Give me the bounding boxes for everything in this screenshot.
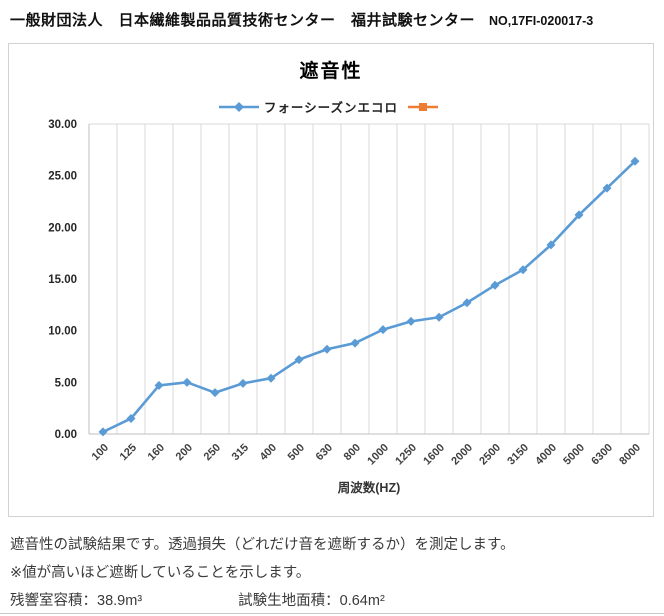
data-point-diamond-marker [602,183,612,193]
chart-legend: フォーシーズンエコロ [9,97,653,116]
report-number: NO,17FI-020017-3 [489,14,594,28]
data-point-diamond-marker [490,280,500,290]
svg-text:5.00: 5.00 [55,377,77,389]
data-point-diamond-marker [406,316,416,326]
svg-text:2000: 2000 [449,442,475,468]
data-point-diamond-marker [462,298,472,308]
x-axis-tick-labels: 100 125 160 200 250 315 400 500 630 800 1000 1250 16… [90,442,643,468]
note-description: 遮音性の試験結果です。透過損失（どれだけ音を遮断するか）を測定します。 [10,537,515,553]
svg-text:4000: 4000 [533,442,559,468]
svg-text:250: 250 [202,442,223,463]
data-point-diamond-marker [518,265,528,275]
line-diamond-marker-icon [218,101,259,112]
svg-text:5000: 5000 [561,442,587,468]
test-fabric-area: 試験生地面積：0.64m² [238,593,385,609]
data-point-diamond-marker [322,344,332,354]
legend-series1-label: フォーシーズンエコロ [263,101,399,115]
legend-item-series1: フォーシーズンエコロ [218,97,399,116]
legend-item-series2 [408,101,443,113]
svg-text:2500: 2500 [477,442,503,468]
svg-text:6300: 6300 [589,442,615,468]
data-point-diamond-marker [294,355,304,365]
note-interpretation: ※値が高いほど遮断していることを示します。 [10,565,311,581]
svg-text:160: 160 [146,442,167,463]
report-header: 一般財団法人 日本繊維製品品質技術センター 福井試験センター NO,17FI-0… [10,9,658,30]
test-conditions-row: 残響室容積：38.9m³ 試験生地面積：0.64m² [10,587,658,615]
svg-text:3150: 3150 [505,442,531,468]
data-point-diamond-marker [210,388,220,398]
data-point-diamond-marker [182,377,192,387]
svg-text:1250: 1250 [393,442,419,468]
x-axis-title: 周波数(HZ) [338,480,401,495]
organization-name: 一般財団法人 日本繊維製品品質技術センター 福井試験センター [10,12,476,29]
svg-text:125: 125 [118,442,139,463]
data-point-diamond-marker [154,380,164,390]
svg-text:1600: 1600 [421,442,447,468]
data-point-diamond-marker [350,338,360,348]
svg-text:400: 400 [258,442,279,463]
svg-text:800: 800 [342,442,363,463]
line-square-marker-icon [408,102,439,111]
chart-title: 遮音性 [299,61,363,82]
data-point-diamond-marker [126,414,136,423]
axis-lines [88,124,649,435]
reverberation-room-volume: 残響室容積：38.9m³ [10,593,143,609]
svg-text:0.00: 0.00 [55,429,77,441]
svg-text:25.00: 25.00 [48,171,77,183]
svg-text:10.00: 10.00 [48,326,77,338]
y-axis-tick-labels: 0.00 5.00 10.00 15.00 20.00 25.00 30.00 [48,119,77,441]
data-point-diamond-marker [574,210,584,220]
svg-text:20.00: 20.00 [48,222,77,234]
data-point-diamond-marker [630,156,640,166]
svg-text:15.00: 15.00 [48,274,77,286]
data-point-diamond-marker [266,373,276,383]
notes-block: 遮音性の試験結果です。透過損失（どれだけ音を遮断するか）を測定します。 ※値が高… [10,531,658,615]
svg-text:500: 500 [286,442,307,463]
vertical-gridlines [89,123,650,434]
svg-text:30.00: 30.00 [48,119,77,131]
data-point-diamond-marker [546,240,556,250]
svg-text:200: 200 [174,442,195,463]
chart-panel: 遮音性 フォーシーズンエコロ 0.00 5.00 10.00 15.00 20.00 25… [8,43,654,517]
svg-text:100: 100 [90,442,111,463]
svg-text:315: 315 [230,442,251,463]
data-point-diamond-marker [434,312,444,322]
data-point-diamond-marker [98,427,108,437]
bottom-divider [0,613,664,614]
svg-text:1000: 1000 [365,442,391,468]
data-series-フォーシーズンエコロ [98,156,640,437]
data-point-diamond-marker [378,325,388,335]
svg-text:8000: 8000 [617,442,643,468]
data-point-diamond-marker [238,378,248,388]
svg-text:630: 630 [314,442,335,463]
